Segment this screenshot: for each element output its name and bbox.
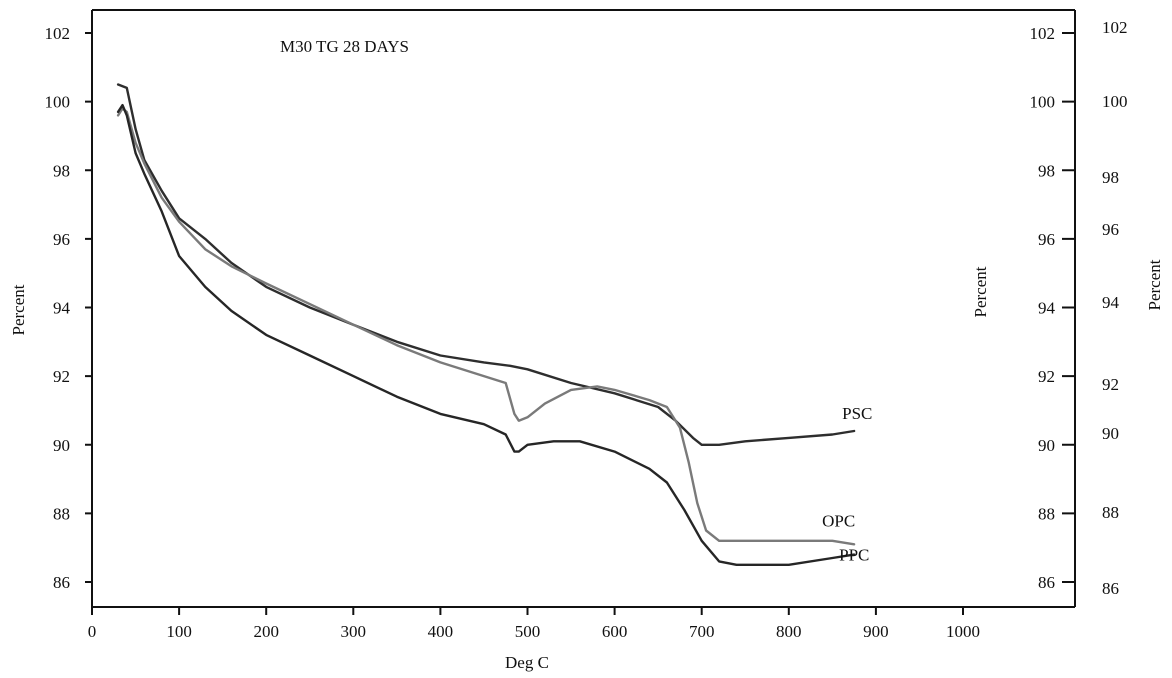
y-tick-label-left: 102 bbox=[45, 24, 71, 43]
y-tick-label-right-inner: 88 bbox=[1038, 504, 1055, 523]
y-tick-label-right-outer: 90 bbox=[1102, 424, 1119, 443]
series-line-psc bbox=[116, 83, 856, 446]
y-tick-label-right-outer: 96 bbox=[1102, 220, 1119, 239]
x-tick-label: 700 bbox=[689, 622, 715, 641]
y-tick-label-right-outer: 102 bbox=[1102, 18, 1128, 37]
x-tick-label: 1000 bbox=[946, 622, 980, 641]
series-label-psc: PSC bbox=[842, 404, 872, 423]
x-tick-label: 600 bbox=[602, 622, 628, 641]
y-tick-label-left: 96 bbox=[53, 230, 70, 249]
ticks: 0 100 200 300 400 500 600 700 800 900 1000 86 88 90 92… bbox=[45, 18, 1128, 641]
y-tick-label-right-outer: 92 bbox=[1102, 375, 1119, 394]
y-tick-label-left: 86 bbox=[53, 573, 70, 592]
y-tick-label-right-inner: 96 bbox=[1038, 230, 1055, 249]
y-tick-label-right-outer: 94 bbox=[1102, 293, 1120, 312]
x-tick-label: 0 bbox=[88, 622, 97, 641]
x-tick-label: 500 bbox=[515, 622, 541, 641]
y-tick-label-right-inner: 94 bbox=[1038, 299, 1056, 318]
chart-title: M30 TG 28 DAYS bbox=[280, 37, 409, 56]
y-tick-label-left: 88 bbox=[53, 504, 70, 523]
series-group bbox=[116, 83, 856, 566]
x-tick-label: 200 bbox=[253, 622, 279, 641]
axes bbox=[91, 9, 1076, 608]
y-tick-label-right-outer: 100 bbox=[1102, 92, 1128, 111]
y-axis-label-right-inner: Percent bbox=[971, 266, 990, 317]
series-labels: PSC OPC PPC bbox=[822, 404, 872, 565]
y-tick-label-left: 100 bbox=[45, 93, 71, 112]
y-tick-label-right-outer: 88 bbox=[1102, 503, 1119, 522]
x-tick-label: 400 bbox=[428, 622, 454, 641]
y-axis-label-right-outer: Percent bbox=[1145, 259, 1164, 310]
x-axis-label: Deg C bbox=[505, 653, 549, 672]
y-axis-label-left: Percent bbox=[9, 284, 28, 335]
y-tick-label-right-inner: 100 bbox=[1030, 93, 1056, 112]
y-tick-label-right-outer: 86 bbox=[1102, 579, 1119, 598]
series-label-ppc: PPC bbox=[839, 546, 869, 565]
y-tick-label-right-inner: 102 bbox=[1030, 24, 1056, 43]
y-tick-label-left: 92 bbox=[53, 367, 70, 386]
x-tick-label: 300 bbox=[341, 622, 367, 641]
y-tick-label-right-outer: 98 bbox=[1102, 168, 1119, 187]
series-label-opc: OPC bbox=[822, 511, 855, 530]
series-line-ppc bbox=[116, 103, 856, 566]
y-tick-label-left: 90 bbox=[53, 436, 70, 455]
x-tick-label: 800 bbox=[776, 622, 802, 641]
y-tick-label-right-inner: 86 bbox=[1038, 573, 1055, 592]
y-tick-label-left: 98 bbox=[53, 161, 70, 180]
x-tick-label: 100 bbox=[166, 622, 192, 641]
y-tick-label-right-inner: 92 bbox=[1038, 367, 1055, 386]
y-tick-label-right-inner: 98 bbox=[1038, 161, 1055, 180]
x-tick-label: 900 bbox=[863, 622, 889, 641]
series-line-opc bbox=[116, 107, 856, 546]
y-tick-label-right-inner: 90 bbox=[1038, 436, 1055, 455]
y-tick-label-left: 94 bbox=[53, 299, 71, 318]
